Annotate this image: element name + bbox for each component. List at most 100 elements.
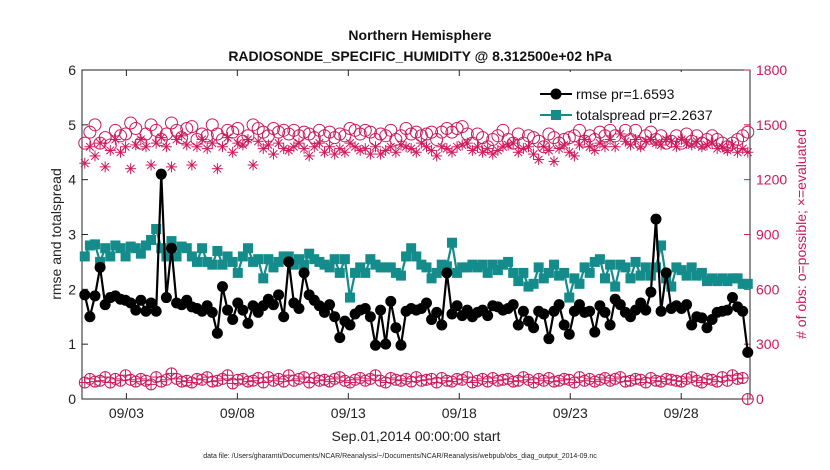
rmse-point [369, 339, 381, 351]
rmse-point [89, 290, 101, 302]
rmse-point [441, 267, 453, 279]
totalspread-point [365, 254, 376, 265]
evaluated-obs-point [410, 146, 422, 158]
possible-obs-point [562, 131, 576, 145]
rmse-point [645, 286, 657, 298]
asterisk-stroke [157, 133, 166, 142]
totalspread-point [344, 292, 355, 303]
totalspread-point [355, 262, 366, 273]
asterisk-stroke [121, 142, 130, 151]
possible-obs-point [129, 121, 143, 135]
totalspread-point [732, 273, 743, 284]
asterisk-stroke [427, 146, 436, 155]
evaluated-obs-point [568, 150, 580, 162]
possible-obs-point [78, 136, 92, 150]
evaluated-obs-point [247, 159, 259, 171]
possible-obs-point [119, 127, 133, 141]
totalspread-point [334, 267, 345, 278]
asterisk-stroke [208, 138, 217, 148]
asterisk-stroke [269, 149, 278, 159]
totalspread-point [232, 267, 243, 278]
asterisk-stroke [401, 142, 411, 151]
obs-level-point [145, 378, 158, 391]
totalspread-point [650, 262, 661, 273]
totalspread-point [528, 278, 539, 289]
asterisk-stroke [702, 140, 712, 150]
evaluated-obs-point [558, 139, 570, 151]
asterisk-stroke [488, 149, 497, 159]
rmse-point [446, 308, 458, 320]
legend-totalspread-label: totalspread pr=2.2637 [576, 107, 713, 123]
evaluated-obs-point [120, 141, 132, 153]
x-tick-label: 09/08 [220, 405, 255, 421]
evaluated-obs-point [130, 139, 142, 151]
asterisk-stroke [463, 138, 472, 148]
evaluated-obs-point [502, 139, 514, 151]
totalspread-point [482, 267, 493, 278]
rmse-point [242, 317, 254, 329]
evaluated-obs-point [711, 143, 723, 155]
possible-obs-point [363, 125, 377, 139]
evaluated-obs-point [624, 139, 636, 151]
evaluated-obs-point [140, 141, 152, 153]
rmse-point [293, 303, 305, 315]
rmse-point [660, 267, 672, 279]
asterisk-stroke [264, 140, 273, 150]
rmse-point [385, 295, 397, 307]
rmse-point [237, 304, 249, 316]
evaluated-obs-point [742, 146, 754, 158]
totalspread-point [589, 256, 600, 267]
y2-tick-label: 900 [756, 227, 780, 243]
series-marks [78, 94, 755, 405]
y2-tick-label: 0 [756, 391, 764, 407]
asterisk-stroke [90, 151, 100, 161]
y-tick-label: 0 [68, 391, 76, 407]
asterisk-stroke [738, 144, 747, 153]
asterisk-stroke [437, 142, 446, 151]
rmse-point [283, 256, 295, 268]
evaluated-obs-point [303, 150, 315, 162]
totalspread-point [676, 265, 687, 276]
rmse-point [482, 310, 494, 322]
evaluated-obs-point [548, 155, 560, 167]
rmse-point [655, 305, 667, 317]
asterisk-stroke [718, 142, 727, 151]
asterisk-stroke [325, 142, 334, 151]
chart-subtitle: RADIOSONDE_SPECIFIC_HUMIDITY @ 8.312500e… [228, 48, 612, 64]
totalspread-point [497, 259, 508, 270]
totalspread-point [329, 254, 340, 265]
rmse-point [507, 299, 519, 311]
asterisk-stroke [350, 142, 360, 151]
y-tick-label: 3 [68, 227, 76, 243]
evaluated-obs-point [359, 143, 371, 155]
asterisk-stroke [182, 140, 191, 150]
rmse-point [420, 297, 432, 309]
evaluated-obs-point [737, 143, 749, 155]
totalspread-point [120, 251, 131, 262]
totalspread-point [574, 278, 585, 289]
totalspread-point [401, 251, 412, 262]
totalspread-point [554, 270, 565, 281]
rmse-point [681, 299, 693, 311]
evaluated-obs-point [298, 143, 310, 155]
rmse-point [650, 213, 662, 225]
totalspread-point [686, 262, 697, 273]
evaluated-obs-point [181, 139, 193, 151]
asterisk-stroke [534, 155, 543, 164]
totalspread-point [594, 254, 605, 265]
evaluated-obs-point [155, 132, 167, 144]
evaluated-obs-point [522, 141, 534, 153]
totalspread-point [727, 273, 738, 284]
totalspread-point [411, 251, 422, 262]
rmse-point [364, 311, 376, 323]
totalspread-point [492, 265, 503, 276]
asterisk-stroke [733, 148, 742, 157]
rmse-point [94, 261, 106, 273]
totalspread-point [360, 267, 371, 278]
totalspread-point [299, 259, 310, 270]
asterisk-stroke [248, 160, 258, 170]
rmse-point [431, 306, 443, 318]
evaluated-obs-point [369, 141, 381, 153]
possible-obs-point [83, 125, 97, 139]
asterisk-stroke [585, 142, 594, 151]
